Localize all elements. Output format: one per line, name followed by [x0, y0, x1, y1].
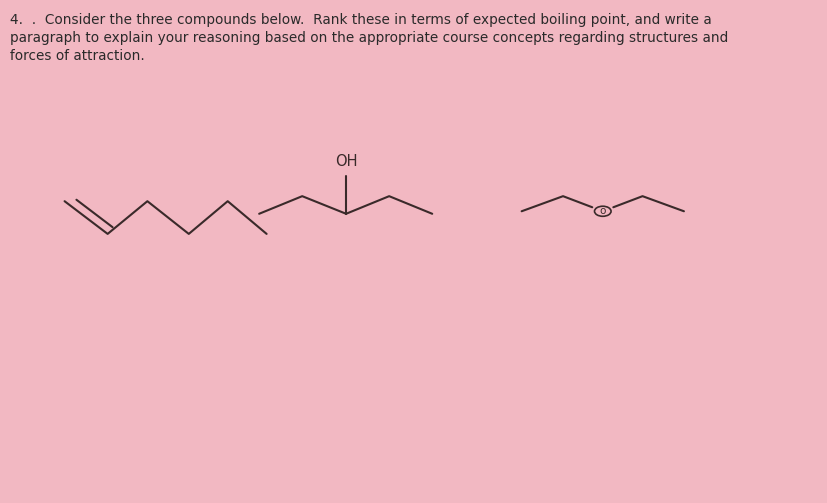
Text: 4.  .  Consider the three compounds below.  Rank these in terms of expected boil: 4. . Consider the three compounds below.…: [10, 13, 727, 63]
Text: OH: OH: [334, 153, 357, 169]
Text: o: o: [599, 206, 605, 216]
